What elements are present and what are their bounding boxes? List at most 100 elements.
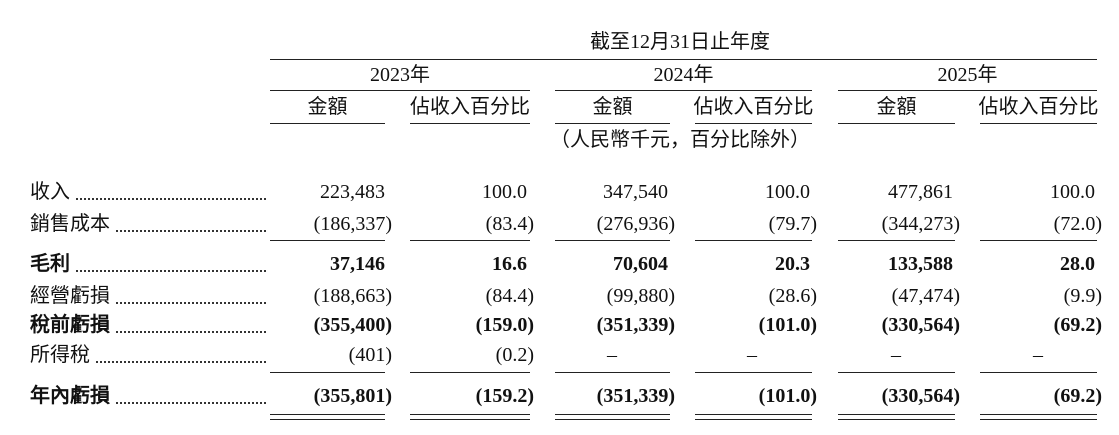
cell: (188,663) [313,285,392,307]
cell: – [1033,344,1043,366]
cell: (355,400) [313,314,392,336]
column-header: 佔收入百分比 [693,96,814,118]
rule [270,90,530,91]
row-label: 毛利 [30,253,70,275]
cell: (79.7) [768,213,817,235]
cell: (401) [348,344,392,366]
column-header: 金額 [307,96,348,118]
cell: 28.0 [1060,253,1095,275]
rule [980,414,1097,415]
cell: (355,801) [313,385,392,407]
rule [695,414,812,415]
rule [555,123,670,124]
cell: (69.2) [1053,314,1102,336]
cell: 16.6 [492,253,527,275]
rule [695,240,812,241]
rule [555,414,670,415]
rule [410,414,530,415]
cell: (28.6) [768,285,817,307]
cell: (276,936) [596,213,675,235]
rule [838,372,955,373]
rule [838,240,955,241]
rule [980,419,1097,420]
cell: (9.9) [1063,285,1102,307]
year-header: 2023年 [370,64,430,86]
cell: (186,337) [313,213,392,235]
column-header: 金額 [592,96,633,118]
dot-leader [96,357,266,363]
rule [410,372,530,373]
cell: (83.4) [485,213,534,235]
cell: 100.0 [482,181,527,203]
cell: (101.0) [758,314,817,336]
rule [838,414,955,415]
column-header: 佔收入百分比 [978,96,1099,118]
rule [270,240,385,241]
rule [270,59,1097,60]
rule [838,123,955,124]
cell: 37,146 [330,253,385,275]
cell: 100.0 [765,181,810,203]
row-label: 收入 [30,181,70,203]
cell: (0.2) [495,344,534,366]
cell: – [891,344,901,366]
rule [695,419,812,420]
dot-leader [116,327,266,333]
dot-leader [116,398,266,404]
year-header: 2024年 [653,64,714,86]
cell: 477,861 [888,181,953,203]
rule [270,414,385,415]
cell: (72.0) [1053,213,1102,235]
rule [270,419,385,420]
rule [555,240,670,241]
dot-leader [116,226,266,232]
unit-note: （人民幣千元，百分比除外） [550,129,810,151]
row-label: 稅前虧損 [30,314,110,336]
cell: 20.3 [775,253,810,275]
dot-leader [116,298,266,304]
rule [838,90,1097,91]
cell: 223,483 [320,181,385,203]
rule [555,90,812,91]
row-label: 所得稅 [30,344,90,366]
rule [410,240,530,241]
period-header: 截至12月31日止年度 [590,31,770,53]
cell: (330,564) [881,314,960,336]
column-header: 佔收入百分比 [410,96,530,118]
cell: (47,474) [891,285,960,307]
cell: (159.0) [475,314,534,336]
cell: 100.0 [1050,181,1095,203]
dot-leader [76,194,266,200]
rule [695,372,812,373]
row-label: 年內虧損 [30,385,110,407]
cell: 133,588 [888,253,953,275]
cell: (330,564) [881,385,960,407]
rule [270,372,385,373]
row-label: 銷售成本 [30,213,110,235]
cell: (159.2) [475,385,534,407]
dot-leader [76,266,266,272]
rule [555,372,670,373]
cell: (69.2) [1053,385,1102,407]
cell: (101.0) [758,385,817,407]
row-label: 經營虧損 [30,285,110,307]
year-header: 2025年 [937,64,998,86]
cell: – [607,344,617,366]
cell: 70,604 [613,253,668,275]
cell: (351,339) [596,385,675,407]
cell: 347,540 [603,181,668,203]
column-header: 金額 [876,96,917,118]
rule [838,419,955,420]
cell: (344,273) [881,213,960,235]
rule [980,372,1097,373]
cell: (84.4) [485,285,534,307]
rule [980,123,1097,124]
rule [695,123,812,124]
rule [270,123,385,124]
rule [980,240,1097,241]
cell: (351,339) [596,314,675,336]
rule [410,123,530,124]
cell: (99,880) [606,285,675,307]
cell: – [747,344,757,366]
